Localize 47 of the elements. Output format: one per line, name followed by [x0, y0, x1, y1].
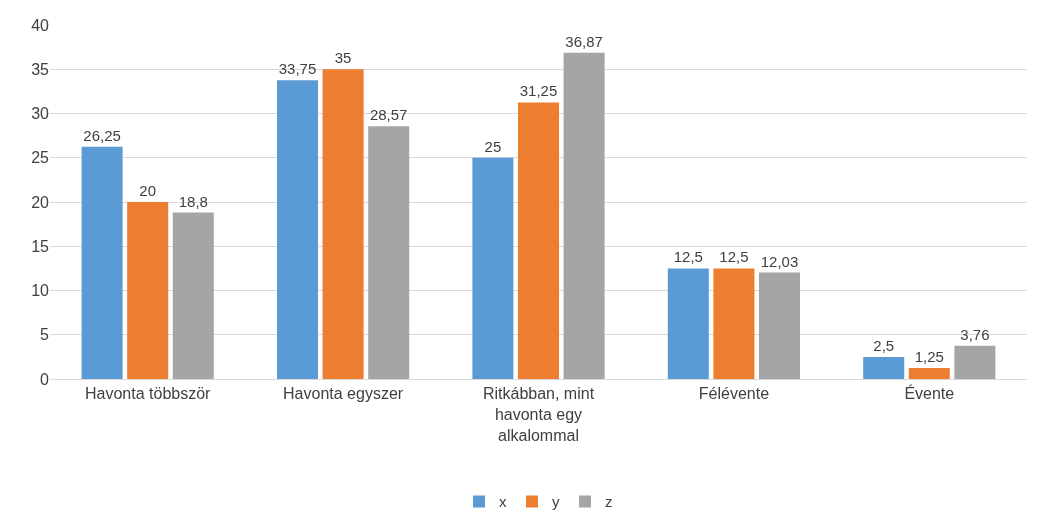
bar — [758, 272, 801, 379]
bar — [517, 102, 560, 379]
x-tick-label: Félévente — [698, 385, 770, 403]
data-label: 33,75 — [278, 60, 317, 78]
bar — [563, 52, 605, 379]
data-label: 25 — [484, 137, 502, 155]
y-tick-label: 10 — [31, 282, 50, 300]
data-label: 26,25 — [83, 126, 121, 144]
legend-label: z — [605, 493, 613, 511]
y-tick-label: 30 — [31, 105, 50, 123]
bar — [667, 268, 709, 379]
bar — [713, 268, 755, 379]
bar — [172, 212, 214, 379]
data-label: 36,87 — [565, 32, 603, 50]
data-label: 1,25 — [914, 347, 944, 365]
bar — [908, 367, 950, 379]
x-tick-label: Havonta egyszer — [283, 385, 404, 403]
x-tick-label: Évente — [904, 384, 955, 403]
y-tick-label: 15 — [31, 237, 50, 255]
legend-label: x — [499, 493, 507, 511]
bar — [127, 202, 169, 379]
y-tick-label: 40 — [31, 16, 50, 34]
data-label: 2,5 — [873, 336, 895, 354]
bar — [368, 126, 410, 379]
data-label: 20 — [139, 182, 157, 199]
data-label: 35 — [334, 49, 352, 67]
data-label: 28,57 — [369, 106, 408, 124]
y-tick-label: 0 — [40, 370, 50, 388]
x-tick-label: Havonta többször — [85, 385, 212, 403]
bar — [954, 345, 996, 379]
data-label: 3,76 — [960, 325, 990, 343]
legend-label: y — [552, 493, 560, 511]
y-tick-label: 35 — [31, 60, 50, 78]
bar — [276, 80, 319, 379]
y-tick-label: 5 — [40, 326, 50, 344]
data-label: 31,25 — [519, 82, 558, 100]
y-tick-label: 25 — [31, 149, 50, 167]
bar — [863, 356, 905, 379]
bar — [81, 146, 123, 379]
y-tick-label: 20 — [31, 193, 50, 211]
data-label: 12,03 — [760, 252, 799, 270]
x-tick-label: Ritkábban, mint havonta egy alkalommal — [482, 385, 595, 444]
data-label: 18,8 — [178, 192, 208, 210]
bar — [472, 157, 514, 379]
data-label: 12,5 — [719, 248, 749, 266]
bar — [322, 69, 364, 379]
data-label: 12,5 — [673, 248, 703, 266]
